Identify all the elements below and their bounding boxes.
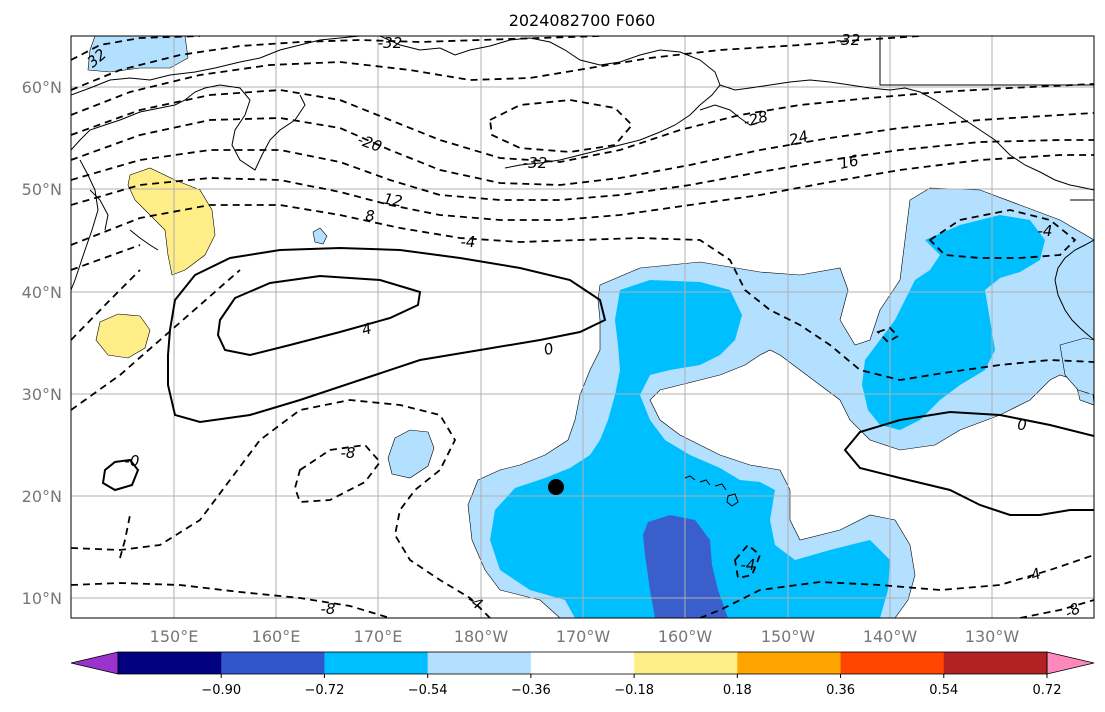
contour-label: 4 <box>360 319 374 339</box>
map-border <box>70 35 1095 619</box>
map-area <box>71 36 1094 618</box>
lon-label: 160°W <box>658 627 713 646</box>
lat-label: 30°N <box>22 385 62 404</box>
contour-label: 16 <box>838 151 860 173</box>
colorbar-segment <box>530 652 635 674</box>
contour-label: -4 <box>1038 222 1053 240</box>
colorbar-outline <box>117 651 1048 675</box>
contour-label: -32 <box>378 34 403 52</box>
colorbar-segment <box>943 652 1048 674</box>
contour-label: 0 <box>1017 416 1027 434</box>
contours-negative <box>71 36 1094 618</box>
colorbar-segment <box>427 652 532 674</box>
contour-label: 12 <box>382 190 404 211</box>
colorbar-tick-label: −0.36 <box>511 683 551 698</box>
lat-label: 50°N <box>22 180 62 199</box>
contour-label: -8 <box>321 600 336 618</box>
lon-label: 150°W <box>761 627 816 646</box>
contour-label: 24 <box>787 127 810 149</box>
colorbar-tick-label: 0.54 <box>929 683 958 698</box>
lon-label: 150°E <box>150 627 199 646</box>
lat-label: 20°N <box>22 487 62 506</box>
colorbar: −0.90 −0.72 −0.54 −0.36 −0.18 0.18 0.36 0.54 0.7… <box>70 651 1095 698</box>
longitude-labels: 150°E 160°E 170°E 180°W 170°W 160°W 150°… <box>150 627 1020 646</box>
colorbar-segment <box>737 652 842 674</box>
colorbar-tick-label: 0.18 <box>723 683 752 698</box>
map-title: 2024082700 F060 <box>509 11 656 30</box>
contours-positive <box>101 246 1094 516</box>
contour-label: 0 <box>542 339 556 359</box>
lon-label: 140°W <box>863 627 918 646</box>
lon-label: 170°W <box>556 627 611 646</box>
contour-label: -28 <box>742 107 770 131</box>
gridlines <box>71 36 1094 618</box>
coastlines <box>71 36 1094 507</box>
lon-label: 180°W <box>454 627 509 646</box>
colorbar-extend-left <box>70 651 119 675</box>
lon-label: 160°E <box>252 627 301 646</box>
shading-sky-blue <box>490 215 1045 618</box>
colorbar-extend-right <box>1046 651 1095 675</box>
colorbar-segment <box>840 652 945 674</box>
colorbar-tick-label: −0.90 <box>201 683 241 698</box>
colorbar-segment <box>324 652 429 674</box>
contour-label: -8 <box>341 444 356 462</box>
colorbar-segment <box>221 652 325 674</box>
lon-label: 170°E <box>354 627 403 646</box>
contour-label: -0 <box>125 452 140 470</box>
contour-label: -4 <box>741 556 756 574</box>
colorbar-segment <box>118 652 222 674</box>
contour-label: -4 <box>1023 564 1043 586</box>
lon-label: 130°W <box>965 627 1020 646</box>
contour-label: -32 <box>523 154 548 172</box>
lat-label: 40°N <box>22 283 62 302</box>
colorbar-tick-label: −0.54 <box>408 683 448 698</box>
colorbar-segment <box>634 652 738 674</box>
shading-yellow <box>95 167 216 359</box>
colorbar-tick-label: 0.36 <box>826 683 855 698</box>
contour-label: 8 <box>365 207 375 225</box>
lat-label: 60°N <box>22 78 62 97</box>
colorbar-tick-label: −0.72 <box>305 683 345 698</box>
lat-label: 10°N <box>22 589 62 608</box>
colorbar-tick-label: −0.18 <box>614 683 654 698</box>
contour-label: -32 <box>836 31 861 49</box>
latitude-labels: 60°N 50°N 40°N 30°N 20°N 10°N <box>22 78 62 608</box>
location-marker <box>548 479 564 495</box>
colorbar-tick-label: 0.72 <box>1033 683 1062 698</box>
contour-label: -4 <box>461 233 476 251</box>
